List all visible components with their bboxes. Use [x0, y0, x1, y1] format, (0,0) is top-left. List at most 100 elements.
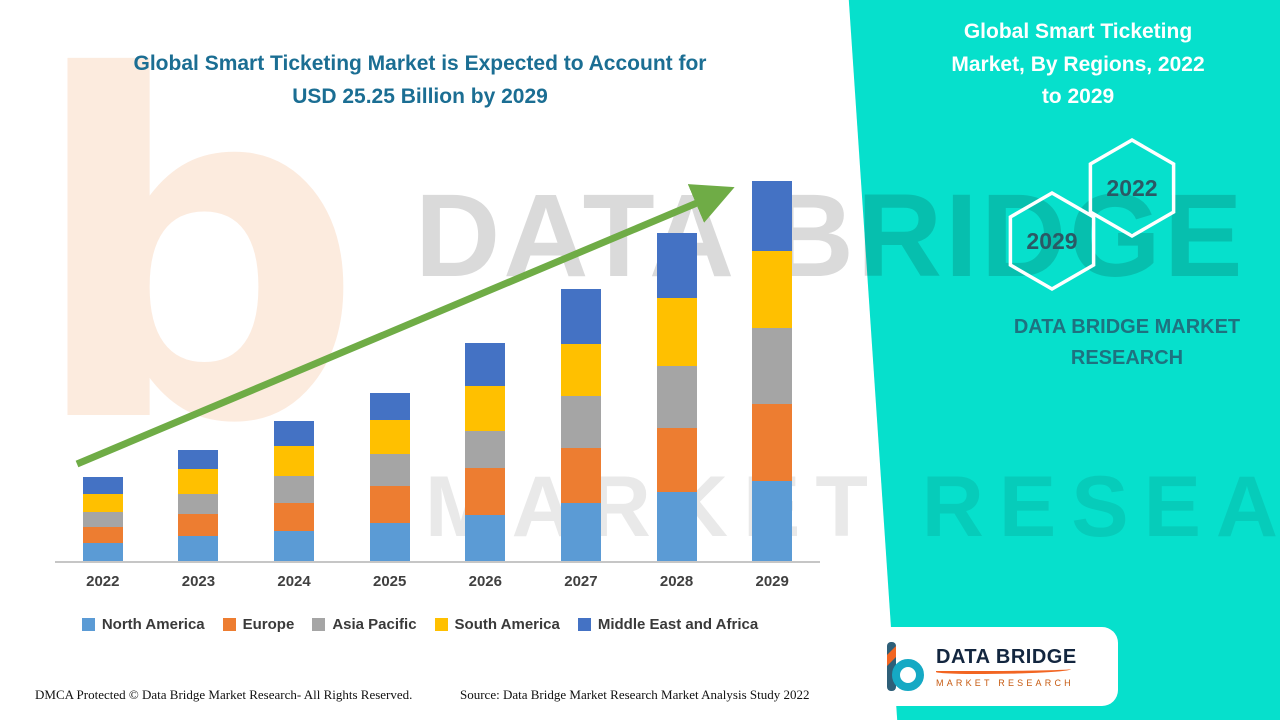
legend-label: Asia Pacific	[332, 616, 417, 633]
segment-2027-south-america	[560, 343, 601, 397]
legend-label: Europe	[242, 616, 295, 633]
segment-2027-north-america	[560, 503, 601, 561]
legend-item-north-america: North America	[81, 616, 205, 633]
logo-name: DATA BRIDGE	[936, 645, 1077, 668]
x-axis-label-2024: 2024	[277, 573, 311, 590]
segment-2028-asia-pacific	[656, 366, 697, 428]
data-bridge-logo-icon	[887, 641, 924, 691]
segment-2027-middle-east-and-africa	[560, 288, 601, 344]
x-axis-label-2022: 2022	[86, 573, 120, 590]
bar-column-2026	[438, 170, 534, 561]
x-axis-label-2029: 2029	[755, 573, 789, 590]
footer-dmca: DMCA Protected © Data Bridge Market Rese…	[35, 687, 413, 702]
logo-card: DATA BRIDGE MARKET RESEARCH	[868, 627, 1118, 706]
segment-2022-middle-east-and-africa	[82, 476, 123, 495]
legend-item-europe: Europe	[222, 616, 295, 633]
bar-column-2024	[246, 170, 342, 561]
x-axis-label-2026: 2026	[468, 573, 502, 590]
bar-column-2022	[55, 170, 151, 561]
logo-tagline: MARKET RESEARCH	[936, 677, 1074, 688]
legend-item-asia-pacific: Asia Pacific	[312, 616, 417, 633]
plot-area	[55, 170, 820, 563]
brand-text-line1: DATA BRIDGE MARKET	[1013, 316, 1241, 338]
segment-2023-south-america	[178, 469, 219, 495]
segment-2029-middle-east-and-africa	[752, 180, 793, 251]
side-panel-background	[848, 0, 1280, 720]
legend: North America Europe Asia Pacific South Ame…	[10, 616, 830, 633]
segment-2028-middle-east-and-africa	[656, 232, 697, 299]
stacked-bar-2024	[274, 421, 315, 561]
bar-column-2027	[533, 170, 629, 561]
legend-item-south-america: South America	[434, 616, 560, 633]
stacked-bar-2025	[369, 392, 410, 561]
brand-text-line2: RESEARCH	[1070, 347, 1184, 369]
segment-2029-europe	[752, 404, 793, 482]
bar-column-2029	[724, 170, 820, 561]
x-axis-label-2023: 2023	[181, 573, 216, 590]
segment-2029-asia-pacific	[752, 327, 793, 405]
stacked-bar-2023	[178, 449, 219, 561]
badge-2022: 2022	[1106, 175, 1157, 201]
segment-2026-asia-pacific	[465, 430, 506, 469]
legend-label: South America	[454, 616, 560, 633]
chart-title-line2: USD 25.25 Billion by 2029	[292, 84, 548, 108]
stacked-bar-2027	[560, 288, 601, 561]
segment-2025-middle-east-and-africa	[369, 392, 410, 420]
segment-2027-europe	[560, 448, 601, 504]
x-axis-label-2027: 2027	[564, 573, 598, 590]
segment-2022-north-america	[82, 542, 123, 561]
legend-swatch-icon	[222, 618, 236, 631]
segment-2029-south-america	[752, 250, 793, 328]
legend-label: Middle East and Africa	[597, 616, 759, 633]
segment-2028-north-america	[656, 491, 697, 561]
segment-2024-south-america	[274, 445, 315, 477]
legend-item-middle-east-and-africa: Middle East and Africa	[577, 616, 759, 633]
segment-2029-north-america	[752, 481, 793, 561]
segment-2024-asia-pacific	[274, 476, 315, 504]
segment-2022-europe	[82, 527, 123, 543]
segment-2023-north-america	[178, 536, 219, 561]
segment-2024-middle-east-and-africa	[274, 421, 315, 446]
x-axis-label-2028: 2028	[659, 573, 694, 590]
trend-arrow	[75, 184, 735, 468]
chart-title: Global Smart Ticketing Market is Expecte…	[0, 48, 840, 113]
legend-swatch-icon	[577, 618, 591, 631]
segment-2023-middle-east-and-africa	[178, 449, 219, 470]
segment-2022-south-america	[82, 494, 123, 513]
segment-2024-europe	[274, 503, 315, 531]
brand-text: DATA BRIDGE MARKET RESEARCH	[952, 312, 1280, 374]
segment-2027-asia-pacific	[560, 396, 601, 449]
legend-swatch-icon	[81, 618, 95, 631]
segment-2026-europe	[465, 468, 506, 516]
legend-swatch-icon	[434, 618, 448, 631]
segment-2024-north-america	[274, 530, 315, 561]
segment-2025-north-america	[369, 523, 410, 561]
hexagon-2022-icon	[1088, 137, 1176, 239]
stacked-bar-2022	[82, 476, 123, 561]
bar-column-2028	[629, 170, 725, 561]
segment-2022-asia-pacific	[82, 512, 123, 528]
footer-source: Source: Data Bridge Market Research Mark…	[460, 687, 810, 702]
legend-label: North America	[101, 616, 205, 633]
x-axis-label-2025: 2025	[373, 573, 407, 590]
legend-swatch-icon	[312, 618, 326, 631]
logo-swoosh-icon	[936, 667, 1071, 674]
segment-2025-south-america	[369, 419, 410, 455]
bar-column-2025	[342, 170, 438, 561]
stacked-bar-2029	[752, 180, 793, 561]
segment-2025-europe	[369, 485, 410, 524]
segment-2023-asia-pacific	[178, 494, 219, 514]
segment-2023-europe	[178, 513, 219, 537]
segment-2026-north-america	[465, 515, 506, 561]
side-panel-title: Global Smart Ticketing Market, By Region…	[951, 20, 1205, 109]
stacked-bar-2026	[465, 342, 506, 561]
hexagon-2029-icon	[1008, 190, 1096, 292]
stacked-bar-2028	[656, 232, 697, 561]
segment-2026-middle-east-and-africa	[465, 342, 506, 386]
segment-2026-south-america	[465, 385, 506, 431]
bar-column-2023	[151, 170, 247, 561]
segment-2025-asia-pacific	[369, 454, 410, 486]
chart-title-line1: Global Smart Ticketing Market is Expecte…	[133, 52, 707, 75]
segment-2028-europe	[656, 427, 697, 492]
